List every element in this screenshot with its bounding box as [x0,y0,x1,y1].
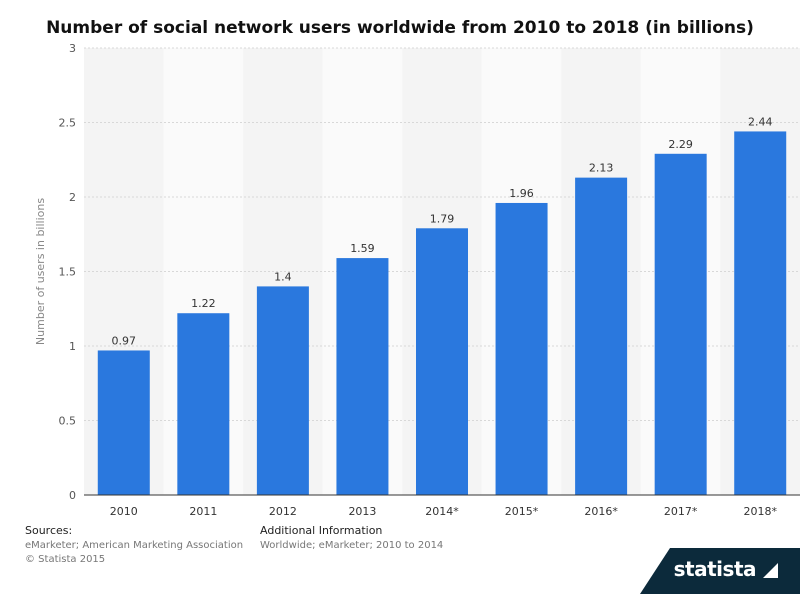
x-tick-label: 2018* [743,505,777,518]
bar [416,228,468,496]
x-tick-label: 2011 [189,505,217,518]
y-axis-label: Number of users in billions [34,198,47,345]
y-tick-label: 0.5 [59,415,77,428]
x-tick-label: 2015* [505,505,539,518]
y-tick-label: 3 [69,42,76,55]
bar [495,202,548,495]
bar-value-label: 1.96 [509,187,534,200]
x-tick-label: 2010 [110,505,138,518]
y-tick-label: 1 [69,340,76,353]
bar-value-label: 0.97 [112,334,137,347]
bar [97,350,150,495]
x-tick-label: 2014* [425,505,459,518]
bar-value-label: 2.44 [748,115,773,128]
bar-chart: 0 0.5 1 1.5 2 2.5 3 0.97 2010 1.22 2011 1.4 2012 1.59… [34,42,800,518]
bar [575,177,628,495]
bar [654,153,707,496]
statista-logo[interactable]: statista [673,557,757,581]
bar-value-label: 1.79 [430,212,455,225]
bar-value-label: 2.13 [589,162,614,175]
bar-value-label: 2.29 [668,138,693,151]
bar [336,258,389,495]
y-tick-label: 0 [69,489,76,502]
additional-info-label: Additional Information [260,524,383,537]
y-tick-label: 2 [69,191,76,204]
x-tick-label: 2016* [584,505,618,518]
bar-value-label: 1.22 [191,297,216,310]
y-tick-label: 2.5 [59,117,77,130]
additional-info-text: Worldwide; eMarketer; 2010 to 2014 [260,540,444,551]
x-tick-label: 2013 [348,505,376,518]
bar-value-label: 1.59 [350,242,375,255]
copyright-text: © Statista 2015 [25,554,106,565]
bar [734,131,787,495]
x-tick-label: 2012 [269,505,297,518]
sources-label: Sources: [25,524,73,537]
bar [256,286,309,495]
sources-text: eMarketer; American Marketing Associatio… [25,540,244,551]
y-tick-label: 1.5 [59,266,77,279]
bar-value-label: 1.4 [274,270,292,283]
bar [177,313,230,495]
chart-title: Number of social network users worldwide… [46,18,754,38]
x-tick-label: 2017* [664,505,698,518]
